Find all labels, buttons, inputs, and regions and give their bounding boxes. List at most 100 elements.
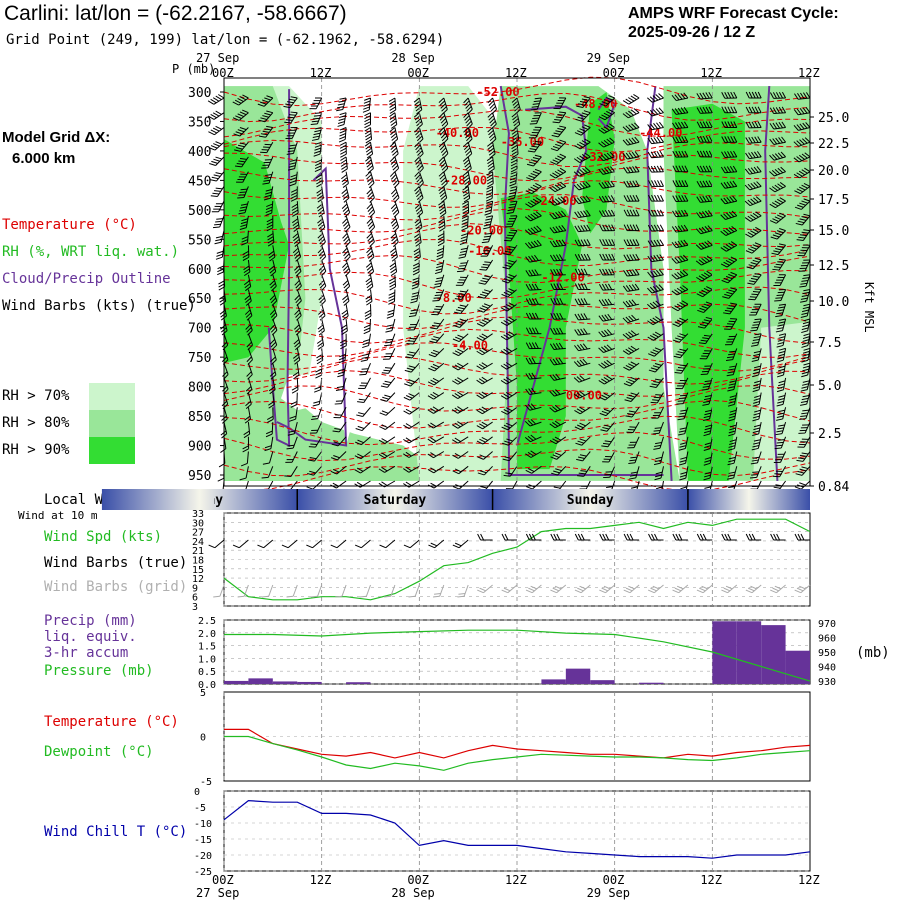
wind-barb <box>652 421 664 435</box>
wind-barb-feather <box>389 262 396 268</box>
wind-barb-feather <box>506 262 514 265</box>
wind-barb-feather <box>364 127 371 132</box>
wind-barb <box>477 465 493 476</box>
wind-barb-feather <box>365 171 371 177</box>
wind-barb-feather <box>560 196 567 202</box>
wind-barb-feather <box>525 469 532 474</box>
wind-barb-feather <box>342 262 348 268</box>
wind-barb-feather <box>651 383 659 386</box>
wind-barb-feather <box>550 313 555 320</box>
wind-barb-feather <box>293 227 300 232</box>
wind-barb-feather <box>552 159 560 164</box>
wind-barb <box>269 304 278 321</box>
wind-barb-feather <box>601 154 607 161</box>
wind-barb-feather <box>309 456 317 460</box>
wind-barb-feather <box>390 121 397 126</box>
wind-barb <box>549 420 567 429</box>
wind-barb-feather <box>336 106 344 109</box>
wind-barb-feather <box>215 187 223 190</box>
wind-barb <box>268 259 277 277</box>
wind-barb-staff <box>627 274 640 277</box>
wind-barb-feather <box>650 224 655 232</box>
wind-barb-feather <box>262 115 269 118</box>
wind-barb-feather <box>405 437 412 442</box>
wind-barb-staff <box>247 363 253 375</box>
wind-barb <box>574 253 591 261</box>
wind-barb-feather <box>603 458 611 460</box>
wind-barb-feather <box>580 328 585 335</box>
wind-barb <box>647 209 664 217</box>
wind-barb-feather <box>603 361 610 367</box>
wind-barb-feather <box>480 255 488 257</box>
wind-barb-staff <box>264 112 274 123</box>
wind-barb-feather <box>391 191 398 198</box>
wind-barb-feather <box>389 156 396 162</box>
wind-barb-feather <box>312 415 319 418</box>
wind-barb-feather <box>213 158 220 162</box>
wind-barb-feather <box>527 228 534 234</box>
wind-barb-feather <box>527 201 534 207</box>
wind-barb-feather <box>672 195 677 202</box>
wind-barb-feather <box>478 282 486 285</box>
wind-barb-feather <box>573 393 580 399</box>
wind-barb-feather <box>417 150 423 156</box>
wind-barb <box>481 230 494 244</box>
wind-barb-feather <box>583 268 588 276</box>
wind-barb-feather <box>676 303 684 308</box>
wind-barb-feather <box>339 136 346 140</box>
wind-barb-feather <box>552 374 558 381</box>
wind-barb-feather <box>244 418 251 424</box>
wind-barb <box>360 348 371 362</box>
wind-barb-feather <box>427 438 434 444</box>
wind-barb <box>306 480 323 490</box>
wind-barb-feather <box>334 403 342 405</box>
wind-barb-feather <box>291 386 299 391</box>
wind-barb-staff <box>370 142 374 155</box>
wind-barb-feather <box>576 143 584 148</box>
wind-barb-staff <box>247 392 252 405</box>
wind-barb <box>574 124 591 136</box>
wind-barb-feather <box>622 113 629 119</box>
wind-barb-feather <box>533 226 539 232</box>
wind-barb-staff <box>345 171 349 184</box>
windchill-tick-label: -20 <box>194 851 212 862</box>
wind-barb-feather <box>549 254 555 262</box>
wind-barb <box>671 300 689 312</box>
wind-barb-staff <box>290 112 298 124</box>
wind-barb-feather <box>476 440 484 445</box>
wind-barb-feather <box>415 206 422 212</box>
wind-barb <box>486 171 494 188</box>
wind-barb-staff <box>506 333 518 341</box>
wind-barb-feather <box>503 378 510 383</box>
wind-barb <box>598 329 615 338</box>
wind-barb-feather <box>237 129 245 133</box>
wind-barb-feather <box>681 209 686 217</box>
wind-barb <box>549 224 567 234</box>
wind-barb <box>525 254 542 263</box>
wind-barb-feather <box>478 408 486 413</box>
wind-barb-feather <box>438 112 445 118</box>
wind-barb <box>575 110 591 122</box>
wind-barb <box>262 451 274 465</box>
wind-barb-feather <box>246 327 252 333</box>
wind-barb-feather <box>553 283 558 290</box>
wind-barb-feather <box>339 115 346 119</box>
wind-barb-feather <box>403 483 410 488</box>
wind-barb-feather <box>360 371 368 373</box>
wind-barb-feather <box>601 210 607 217</box>
wind-barb-feather <box>675 210 680 217</box>
wind-barb-feather <box>436 253 444 258</box>
wind-barb <box>479 259 494 271</box>
wind-barb-feather <box>576 360 583 367</box>
wind-barb-feather <box>215 110 222 115</box>
wind-barb-staff <box>291 451 298 463</box>
wind-barb <box>476 362 493 370</box>
wind-barb <box>598 195 616 203</box>
wind-barb <box>577 466 591 477</box>
wind-barb-staff <box>651 141 664 145</box>
wind-barb-feather <box>451 394 459 400</box>
wind-barb <box>452 348 469 357</box>
wind-barb-feather <box>503 320 510 325</box>
wind-barb-feather <box>391 206 398 212</box>
wind-barb-staff <box>321 304 326 316</box>
